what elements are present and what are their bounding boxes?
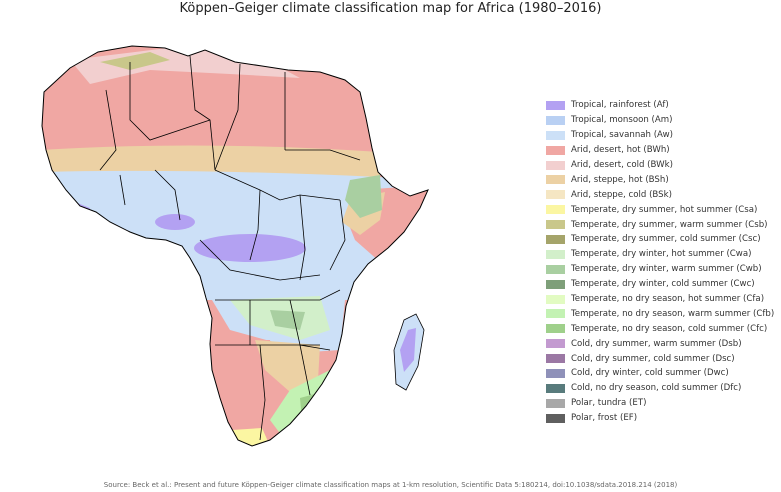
- legend-label: Temperate, no dry season, cold summer (C…: [571, 323, 768, 334]
- legend-swatch: [546, 190, 565, 200]
- legend-swatch: [546, 115, 565, 125]
- legend-label: Temperate, dry summer, cold summer (Csc): [571, 234, 761, 245]
- legend-swatch: [546, 398, 565, 408]
- legend-label: Temperate, dry summer, warm summer (Csb): [571, 219, 768, 230]
- legend-item: Temperate, no dry season, hot summer (Cf…: [546, 292, 774, 307]
- legend-swatch: [546, 294, 565, 304]
- legend-item: Cold, dry winter, cold summer (Dwc): [546, 366, 774, 381]
- legend-item: Cold, dry summer, cold summer (Dsc): [546, 351, 774, 366]
- legend-swatch: [546, 309, 565, 319]
- legend-item: Temperate, no dry season, cold summer (C…: [546, 321, 774, 336]
- legend-label: Temperate, dry summer, hot summer (Csa): [571, 204, 758, 215]
- legend-item: Arid, desert, cold (BWk): [546, 158, 774, 173]
- legend-label: Temperate, no dry season, warm summer (C…: [571, 308, 775, 319]
- legend-item: Temperate, dry summer, warm summer (Csb): [546, 217, 774, 232]
- legend-item: Arid, steppe, cold (BSk): [546, 187, 774, 202]
- legend-label: Temperate, dry winter, cold summer (Cwc): [571, 279, 755, 290]
- legend-item: Temperate, dry summer, hot summer (Csa): [546, 202, 774, 217]
- legend-item: Tropical, savannah (Aw): [546, 128, 774, 143]
- region-af-congo: [194, 234, 306, 262]
- legend-label: Cold, dry winter, cold summer (Dwc): [571, 368, 729, 379]
- source-caption: Source: Beck et al.: Present and future …: [103, 481, 678, 489]
- legend-label: Temperate, dry winter, hot summer (Cwa): [571, 249, 752, 260]
- legend-label: Polar, tundra (ET): [571, 398, 647, 409]
- legend-item: Polar, tundra (ET): [546, 396, 774, 411]
- legend-item: Tropical, rainforest (Af): [546, 98, 774, 113]
- region-cwb-ethiopia: [345, 175, 382, 218]
- region-cwb-zambia: [270, 310, 305, 330]
- legend-swatch: [546, 368, 565, 378]
- legend-label: Tropical, rainforest (Af): [571, 100, 669, 111]
- legend-swatch: [546, 413, 565, 423]
- region-bsh-kalahari: [255, 340, 320, 392]
- legend-swatch: [546, 354, 565, 364]
- legend-swatch: [546, 145, 565, 155]
- legend-item: Temperate, no dry season, warm summer (C…: [546, 306, 774, 321]
- legend-item: Temperate, dry winter, warm summer (Cwb): [546, 262, 774, 277]
- legend-swatch: [546, 220, 565, 230]
- legend-swatch: [546, 160, 565, 170]
- region-af-west: [155, 214, 195, 230]
- legend-swatch: [546, 100, 565, 110]
- legend-swatch: [546, 205, 565, 215]
- madagascar-rainforest: [400, 328, 416, 372]
- legend-item: Polar, frost (EF): [546, 411, 774, 426]
- legend-label: Tropical, savannah (Aw): [571, 130, 673, 141]
- legend-label: Temperate, dry winter, warm summer (Cwb): [571, 264, 762, 275]
- legend-item: Tropical, monsoon (Am): [546, 113, 774, 128]
- legend-item: Cold, dry summer, warm summer (Dsb): [546, 336, 774, 351]
- legend-label: Cold, dry summer, warm summer (Dsb): [571, 338, 742, 349]
- legend-item: Cold, no dry season, cold summer (Dfc): [546, 381, 774, 396]
- region-bwk-north: [70, 46, 300, 84]
- legend-item: Temperate, dry winter, hot summer (Cwa): [546, 247, 774, 262]
- legend: Tropical, rainforest (Af) Tropical, monso…: [546, 98, 774, 426]
- legend-swatch: [546, 383, 565, 393]
- legend-swatch: [546, 279, 565, 289]
- legend-label: Cold, dry summer, cold summer (Dsc): [571, 353, 735, 364]
- legend-label: Temperate, no dry season, hot summer (Cf…: [571, 294, 765, 305]
- legend-label: Arid, steppe, cold (BSk): [571, 189, 672, 200]
- legend-label: Arid, steppe, hot (BSh): [571, 174, 669, 185]
- legend-item: Arid, steppe, hot (BSh): [546, 172, 774, 187]
- legend-label: Tropical, monsoon (Am): [571, 115, 673, 126]
- legend-item: Temperate, dry winter, cold summer (Cwc): [546, 277, 774, 292]
- africa-map: [0, 30, 540, 470]
- legend-label: Cold, no dry season, cold summer (Dfc): [571, 383, 742, 394]
- legend-swatch: [546, 175, 565, 185]
- region-bwh-namib: [200, 340, 280, 430]
- legend-swatch: [546, 324, 565, 334]
- legend-label: Arid, desert, cold (BWk): [571, 160, 673, 170]
- legend-label: Arid, desert, hot (BWh): [571, 145, 670, 156]
- map-title: Köppen–Geiger climate classification map…: [179, 1, 602, 16]
- region-csb-maghreb: [100, 52, 170, 70]
- legend-swatch: [546, 234, 565, 244]
- legend-item: Temperate, dry summer, cold summer (Csc): [546, 232, 774, 247]
- legend-swatch: [546, 264, 565, 274]
- legend-swatch: [546, 130, 565, 140]
- legend-label: Polar, frost (EF): [571, 413, 638, 424]
- legend-item: Arid, desert, hot (BWh): [546, 143, 774, 158]
- country-borders: [99, 55, 361, 441]
- legend-swatch: [546, 249, 565, 259]
- legend-swatch: [546, 339, 565, 349]
